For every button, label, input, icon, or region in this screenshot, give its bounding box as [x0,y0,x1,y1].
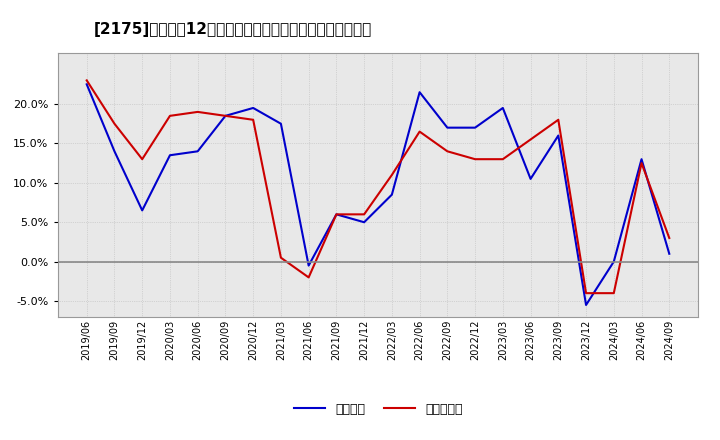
当期純利益 [665,235,674,241]
当期純利益 [332,212,341,217]
当期純利益 [415,129,424,134]
経常利益 [637,157,646,162]
経常利益 [415,90,424,95]
経常利益 [360,220,369,225]
経常利益 [609,259,618,264]
経常利益 [249,105,258,110]
Line: 経常利益: 経常利益 [86,84,670,305]
経常利益 [498,105,507,110]
経常利益 [276,121,285,126]
経常利益 [82,82,91,87]
当期純利益 [138,157,147,162]
経常利益 [166,153,174,158]
経常利益 [526,176,535,182]
経常利益 [305,263,313,268]
当期純利益 [360,212,369,217]
経常利益 [110,149,119,154]
経常利益 [582,302,590,308]
当期純利益 [194,109,202,114]
経常利益 [138,208,147,213]
経常利益 [194,149,202,154]
経常利益 [387,192,396,197]
当期純利益 [471,157,480,162]
経常利益 [554,133,562,138]
当期純利益 [276,255,285,260]
当期純利益 [498,157,507,162]
当期純利益 [249,117,258,122]
経常利益 [332,212,341,217]
当期純利益 [554,117,562,122]
当期純利益 [637,161,646,166]
Text: [2175]　利益の12か月移動合計の対前年同期増減率の推移: [2175] 利益の12か月移動合計の対前年同期増減率の推移 [94,22,372,37]
Legend: 経常利益, 当期純利益: 経常利益, 当期純利益 [289,399,467,422]
当期純利益 [166,113,174,118]
当期純利益 [82,78,91,83]
経常利益 [443,125,451,130]
Line: 当期純利益: 当期純利益 [86,81,670,293]
経常利益 [471,125,480,130]
経常利益 [665,251,674,257]
経常利益 [221,113,230,118]
当期純利益 [387,172,396,178]
当期純利益 [305,275,313,280]
当期純利益 [609,290,618,296]
当期純利益 [110,121,119,126]
当期純利益 [526,137,535,142]
当期純利益 [443,149,451,154]
当期純利益 [582,290,590,296]
当期純利益 [221,113,230,118]
